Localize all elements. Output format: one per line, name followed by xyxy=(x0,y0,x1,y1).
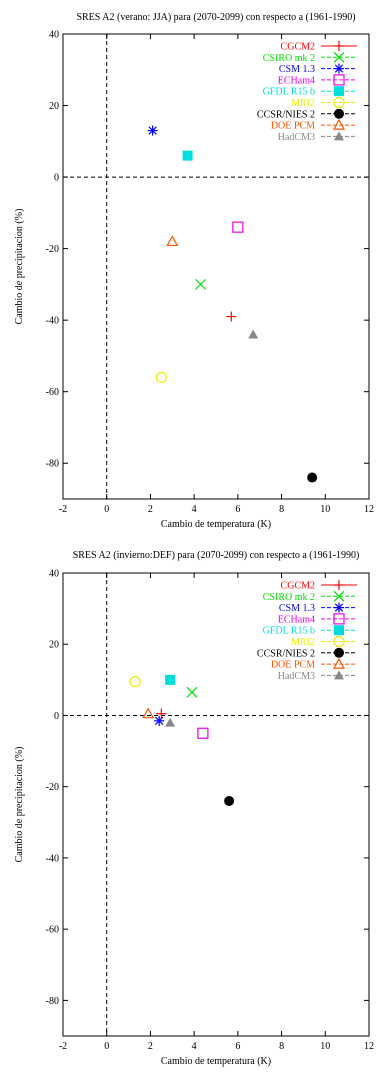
legend-marker xyxy=(333,613,345,625)
y-tick-label: 0 xyxy=(54,173,59,184)
x-tick-label: 2 xyxy=(148,1041,153,1052)
legend-marker xyxy=(334,670,344,680)
x-tick-label: 6 xyxy=(235,1041,240,1052)
plot-frame xyxy=(62,33,370,500)
x-tick-label: 0 xyxy=(104,1041,109,1052)
legend-label: ECHam4 xyxy=(278,75,315,86)
legend-marker xyxy=(333,635,345,648)
data-point-doe-pcm xyxy=(166,235,179,247)
legend-label: CSIRO mk 2 xyxy=(263,53,315,64)
legend-marker xyxy=(334,131,344,141)
plot-frame xyxy=(62,572,370,1037)
y-axis-label: Cambio de precipitacion (%) xyxy=(14,209,25,325)
data-point-hadcm3 xyxy=(248,329,259,339)
legend-label: ECHam4 xyxy=(278,614,315,625)
legend-label: DOE PCM xyxy=(271,660,315,671)
y-tick-label: -80 xyxy=(46,996,59,1007)
data-point-gfdl-r15-b xyxy=(182,150,193,161)
chart-title: SRES A2 (verano: JJA) para (2070-2099) c… xyxy=(76,12,355,23)
y-tick-label: 20 xyxy=(49,640,59,651)
data-point-csiro-mk-2 xyxy=(195,278,207,290)
x-tick-label: 6 xyxy=(235,504,240,515)
data-point-csiro-mk-2 xyxy=(186,686,198,698)
legend-label: CSM 1.3 xyxy=(279,603,315,614)
data-point-cgcm2 xyxy=(226,311,237,322)
data-point-doe-pcm xyxy=(142,707,155,719)
data-point-ccsr-nies-2 xyxy=(224,795,235,806)
y-tick-label: 40 xyxy=(49,30,59,41)
legend-label: CCSR/NIES 2 xyxy=(257,109,315,120)
legend-label: HadCM3 xyxy=(278,671,315,682)
legend-marker xyxy=(332,118,346,130)
legend-marker xyxy=(333,96,345,109)
data-point-echam4 xyxy=(197,727,209,739)
x-axis-label: Cambio de temperatura (K) xyxy=(161,519,271,530)
legend-marker xyxy=(334,625,344,636)
x-tick-label: 8 xyxy=(279,1041,284,1052)
legend-marker xyxy=(334,86,344,97)
data-point-gfdl-r15-b xyxy=(165,674,176,685)
chart-title: SRES A2 (invierno:DEF) para (2070-2099) … xyxy=(73,550,360,561)
y-tick-label: -40 xyxy=(46,316,59,327)
legend-marker xyxy=(333,51,345,63)
legend-label: CCSR/NIES 2 xyxy=(257,648,315,659)
x-tick-label: 10 xyxy=(320,1041,330,1052)
data-point-csm-1-3 xyxy=(147,125,158,136)
x-tick-label: -2 xyxy=(59,1041,67,1052)
legend-marker xyxy=(334,63,344,74)
legend-marker xyxy=(334,647,344,658)
y-tick-label: 0 xyxy=(54,711,59,722)
legend-label: CGCM2 xyxy=(281,581,315,592)
legend-marker xyxy=(334,108,344,119)
legend-label: GFDL R15 b xyxy=(263,626,315,637)
x-tick-label: 2 xyxy=(148,504,153,515)
legend-marker xyxy=(334,602,344,613)
legend-marker xyxy=(334,41,344,51)
x-tick-label: 4 xyxy=(192,1041,197,1052)
legend-label: GFDL R15 b xyxy=(263,87,315,98)
legend-marker xyxy=(333,590,345,602)
y-tick-label: -80 xyxy=(46,459,59,470)
y-tick-label: -60 xyxy=(46,925,59,936)
legend-label: DOE PCM xyxy=(271,121,315,132)
data-point-cgcm2 xyxy=(156,708,167,719)
x-axis-label: Cambio de temperatura (K) xyxy=(161,1056,271,1067)
x-tick-label: 12 xyxy=(364,1041,374,1052)
legend-label: MRI2 xyxy=(291,637,315,648)
legend-label: CGCM2 xyxy=(281,42,315,53)
legend-marker xyxy=(333,74,345,86)
data-point-ccsr-nies-2 xyxy=(307,472,318,483)
y-tick-label: 20 xyxy=(49,101,59,112)
data-point-mri2 xyxy=(155,371,167,383)
x-tick-label: 0 xyxy=(104,504,109,515)
data-point-hadcm3 xyxy=(165,717,176,727)
legend-marker xyxy=(334,580,344,590)
legend-label: MRI2 xyxy=(291,98,315,109)
legend-label: HadCM3 xyxy=(278,132,315,143)
y-tick-label: -60 xyxy=(46,387,59,398)
x-tick-label: 12 xyxy=(364,504,374,515)
data-point-csm-1-3 xyxy=(154,715,165,726)
x-tick-label: 8 xyxy=(279,504,284,515)
y-tick-label: -40 xyxy=(46,853,59,864)
legend-marker xyxy=(332,657,346,669)
data-point-mri2 xyxy=(129,676,141,688)
chart-winter-def: SRES A2 (invierno:DEF) para (2070-2099) … xyxy=(14,550,374,1067)
y-tick-label: 40 xyxy=(49,569,59,580)
y-tick-label: -20 xyxy=(46,244,59,255)
x-tick-label: -2 xyxy=(59,504,67,515)
x-tick-label: 10 xyxy=(320,504,330,515)
chart-summer-jja: SRES A2 (verano: JJA) para (2070-2099) c… xyxy=(14,12,374,530)
legend-label: CSIRO mk 2 xyxy=(263,592,315,603)
y-axis-label: Cambio de precipitacion (%) xyxy=(14,747,25,863)
data-point-echam4 xyxy=(232,221,244,233)
y-tick-label: -20 xyxy=(46,782,59,793)
x-tick-label: 4 xyxy=(192,504,197,515)
legend-label: CSM 1.3 xyxy=(279,64,315,75)
